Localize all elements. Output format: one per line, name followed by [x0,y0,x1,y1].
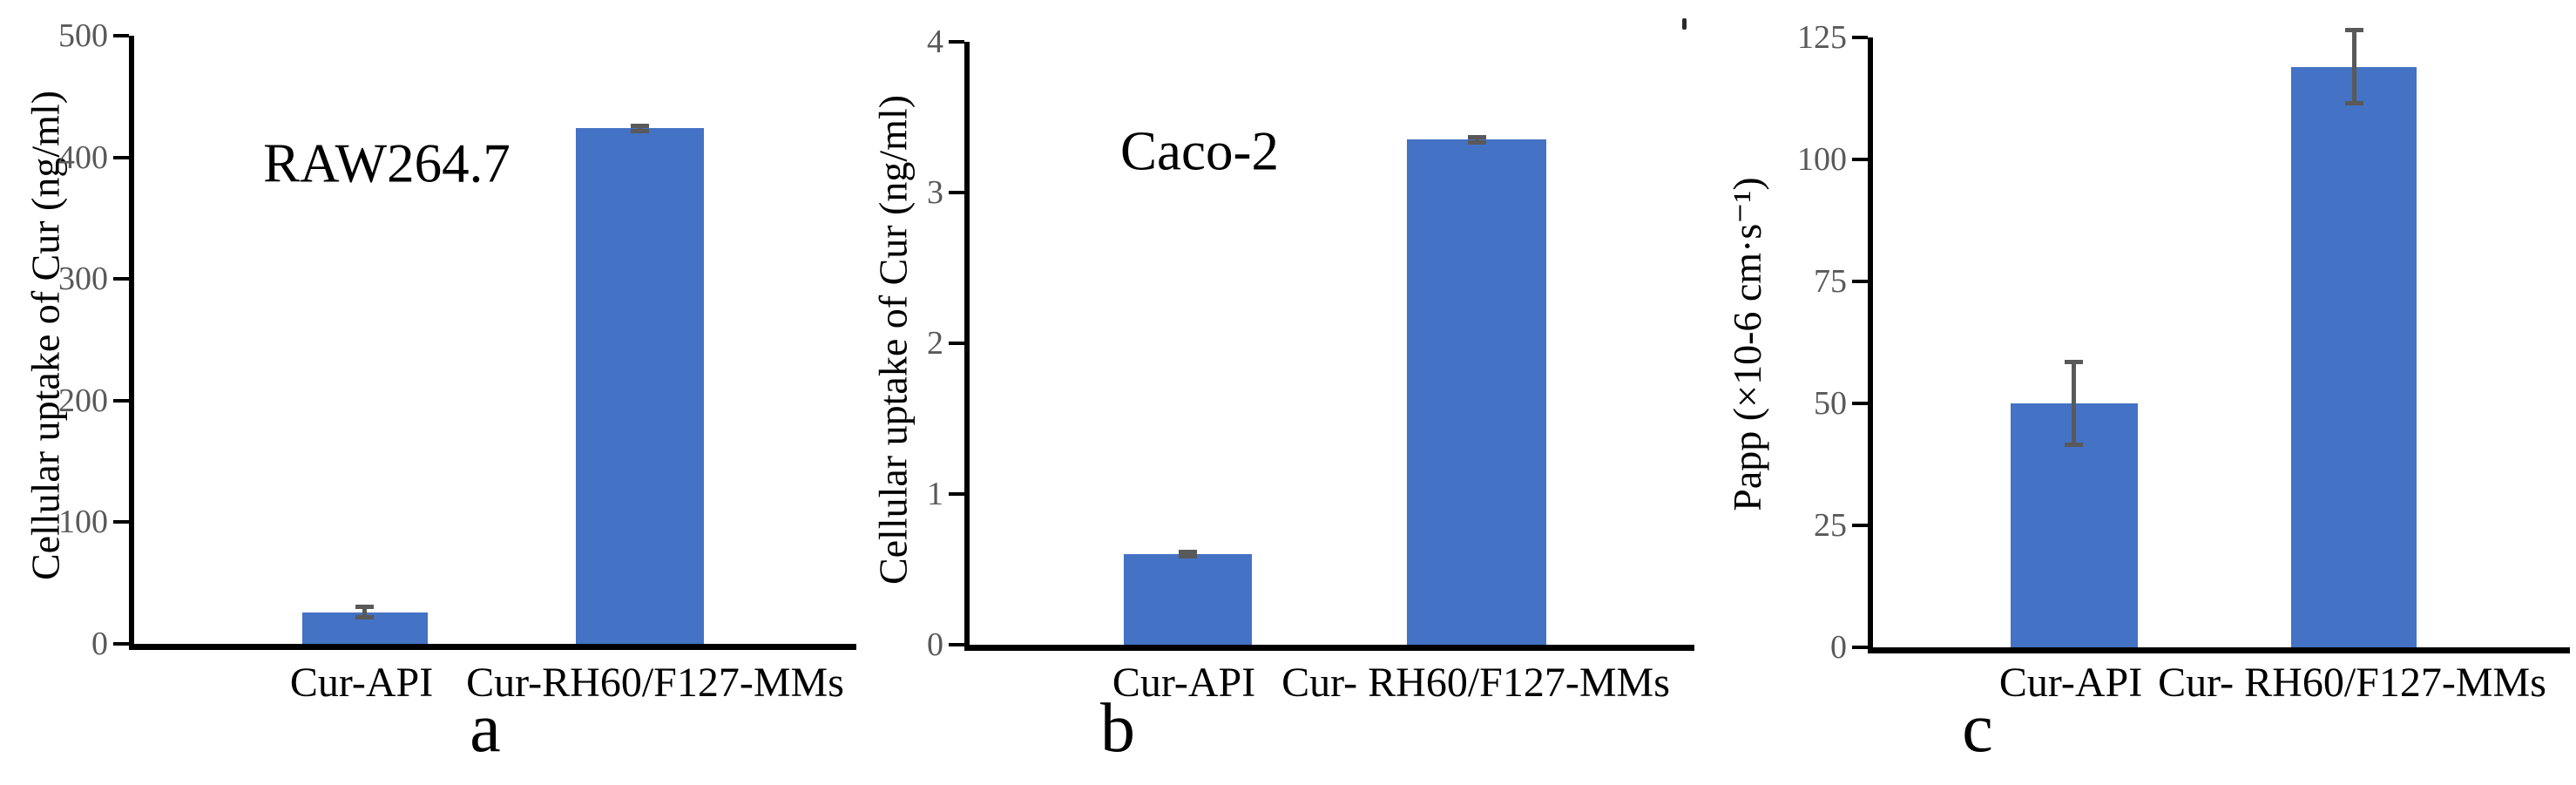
x-tick-label-cur-api: Cur-API [1998,660,2143,706]
y-tick-mark [113,155,129,159]
y-tick-mark [113,520,129,524]
y-tick-mark [949,492,964,496]
error-bar-cap [631,128,650,133]
y-tick-mark [113,34,129,37]
chart-panel-b: Cellular uptake of Cur (ng/ml) Caco-2 0 1… [858,0,1699,785]
bar-cur-api [1123,554,1252,645]
chart-panel-c: Papp (×10-6 cm·s⁻¹) 0 25 50 75 100 125 Cur-AP… [1699,0,2576,785]
chart-panel-a: Cellular uptake of Cur (ng/ml) RAW264.7 … [0,0,858,785]
error-bar-cap [1467,135,1486,140]
plot-area: 0 100 200 300 400 500 [58,19,856,660]
y-tick-mark [1852,646,1868,649]
y-tick-label: 0 [91,626,108,662]
y-tick-label: 500 [58,17,108,54]
stray-ink-mark [1682,18,1687,30]
x-tick-label-cur-api: Cur-API [1112,660,1256,706]
error-bar-line [2351,27,2356,106]
panel-letter: c [1962,690,1993,767]
y-tick-label: 100 [58,504,108,541]
y-tick-mark [113,398,129,403]
x-tick-label-cur-rh60-f127-mms: Cur- RH60/F127-MMs [1281,660,1670,706]
y-tick-label: 50 [1814,385,1847,422]
y-tick-label: 0 [927,626,943,663]
y-tick-mark [1852,524,1868,527]
y-tick-label: 100 [1797,141,1847,178]
x-tick-label-cur-rh60-f127-mms: Cur- RH60/F127-MMs [2158,660,2546,706]
x-tick-label-cur-api: Cur-API [289,660,434,706]
y-tick-mark [1852,280,1868,283]
bar-cur-rh60-f127-mms [2291,66,2417,647]
error-bar-cap [2065,443,2084,448]
y-tick-label: 300 [58,261,108,298]
error-bar-cap [2344,27,2363,32]
y-tick-mark [1852,158,1868,161]
plot-area: 0 25 50 75 100 125 [1797,21,2570,664]
error-bar-line [1474,135,1479,145]
y-tick-mark [113,642,129,646]
y-tick-label: 125 [1797,19,1847,56]
panel-letter: a [470,690,501,767]
bar-cur-rh60-f127-mms [1407,139,1547,645]
error-bar-cap [2065,359,2084,364]
error-bar-cap [1178,554,1197,559]
y-tick-mark [1852,36,1868,39]
y-axis-title: Cellular uptake of Cur (ng/ml) [870,94,916,585]
y-tick-label: 4 [927,24,943,60]
y-tick-mark [949,643,964,646]
error-bar-line [638,123,643,133]
y-tick-mark [949,40,964,44]
error-bar-line [362,605,368,620]
panel-letter: b [1100,690,1135,767]
error-bar-line [1185,550,1190,559]
y-tick-label: 0 [1830,629,1847,666]
cell-line-annotation: Caco-2 [1120,120,1279,182]
error-bar-cap [2344,101,2363,106]
error-bar-line [2072,359,2077,448]
error-bar-cap [631,123,650,128]
y-tick-mark [949,191,964,194]
y-tick-label: 1 [927,476,943,512]
y-tick-label: 200 [58,382,108,419]
y-tick-label: 75 [1814,263,1847,300]
y-tick-label: 2 [927,325,943,362]
y-tick-mark [1852,402,1868,405]
error-bar-cap [355,605,375,610]
error-bar-cap [355,615,375,620]
bar-cur-rh60-f127-mms [576,128,705,644]
y-tick-label: 400 [58,139,108,176]
y-axis-title: Papp (×10-6 cm·s⁻¹) [1725,177,1769,511]
y-tick-mark [949,342,964,345]
cell-line-annotation: RAW264.7 [263,132,510,194]
error-bar-cap [1467,139,1486,145]
plot-area: 0 1 2 3 4 [927,25,1694,661]
error-bar-cap [1178,550,1197,554]
y-tick-label: 3 [927,174,943,211]
y-tick-mark [113,277,129,281]
y-tick-label: 25 [1814,507,1847,544]
x-tick-label-cur-rh60-f127-mms: Cur-RH60/F127-MMs [466,660,844,706]
